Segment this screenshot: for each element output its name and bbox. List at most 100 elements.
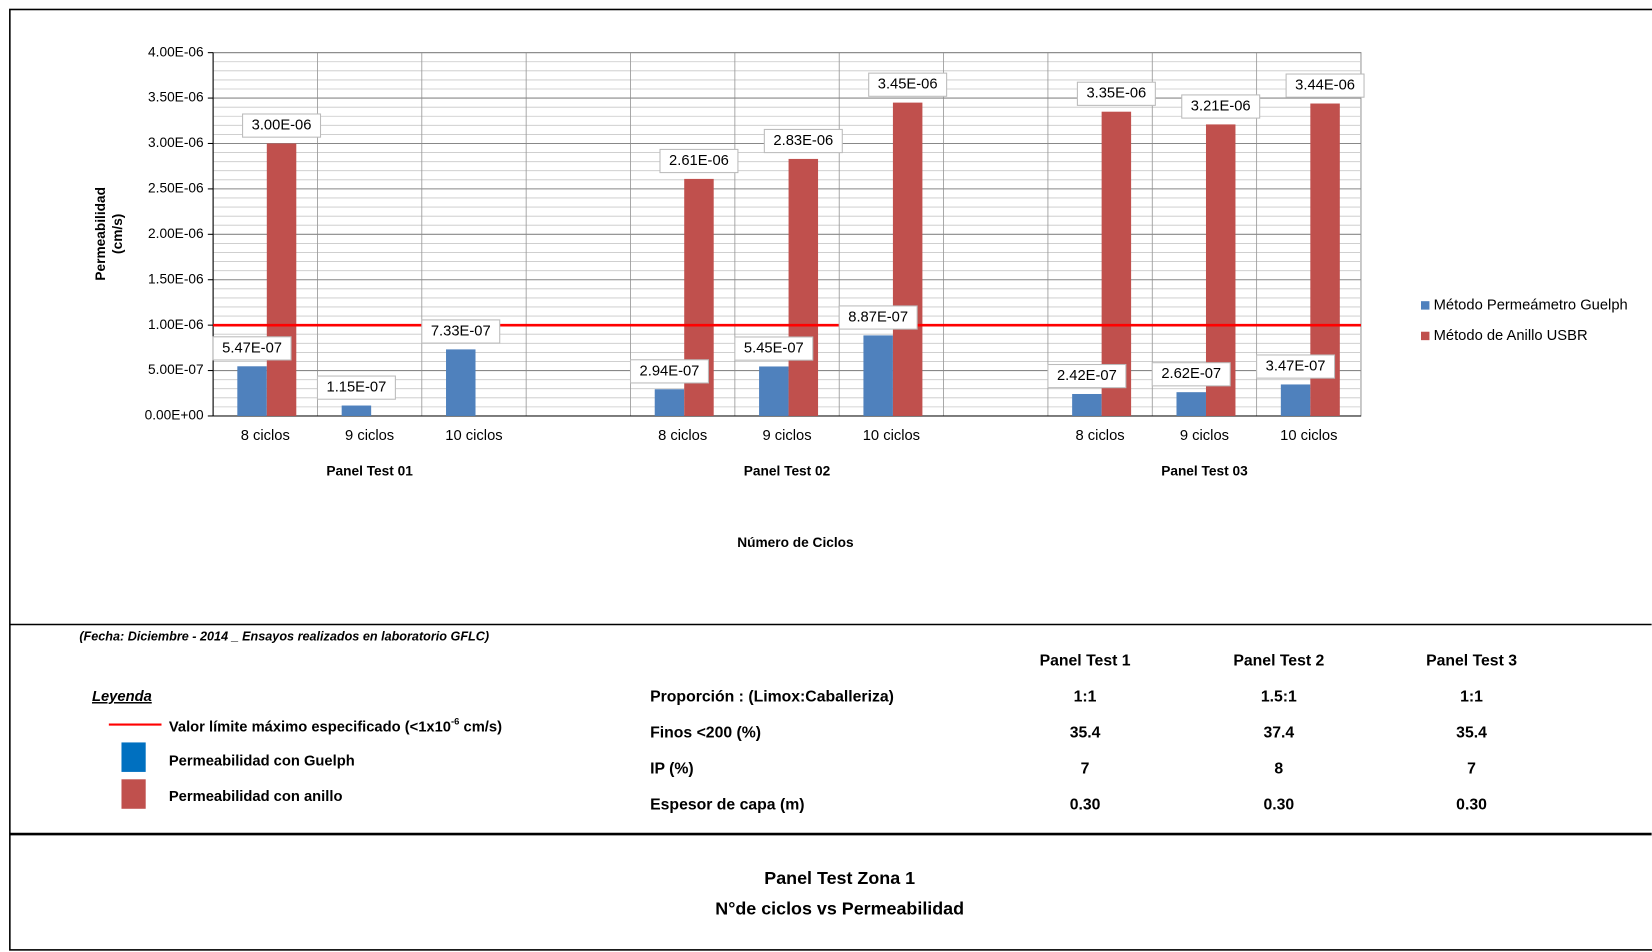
value-label: 2.61E-06	[669, 153, 729, 169]
row-label: Finos <200 (%)	[650, 724, 761, 741]
table-cell: 7	[1081, 761, 1090, 778]
value-label: 3.45E-06	[878, 77, 938, 93]
value-label: 3.35E-06	[1086, 86, 1146, 102]
table-cell: 7	[1467, 761, 1476, 778]
bar	[266, 143, 297, 416]
value-label-box	[1151, 362, 1231, 387]
row-label: Proporción : (Limox:Caballeriza)	[650, 688, 894, 705]
value-label: 3.44E-06	[1295, 78, 1355, 94]
legend-title: Leyenda	[92, 689, 152, 705]
value-label-box	[316, 375, 396, 400]
table-header: Panel Test 3	[1426, 653, 1517, 670]
value-label-box	[1181, 94, 1261, 119]
value-label-box	[838, 305, 918, 330]
table-cell: 0.30	[1456, 797, 1487, 814]
bar	[237, 366, 267, 416]
value-label: 2.94E-07	[640, 363, 700, 379]
value-label: 3.21E-06	[1191, 98, 1251, 114]
row-label: IP (%)	[650, 761, 694, 778]
value-label-box	[1256, 354, 1336, 379]
value-label: 2.83E-06	[773, 133, 833, 149]
table-header: Panel Test 1	[1040, 653, 1131, 670]
x-tick-label: 9 ciclos	[345, 428, 394, 444]
bar	[788, 158, 819, 416]
table-cell: 8	[1274, 761, 1283, 778]
legend-label: Método Permeámetro Guelph	[1434, 297, 1628, 313]
legend-swatch	[1421, 301, 1430, 310]
value-label-box	[629, 359, 709, 384]
bar	[1072, 393, 1102, 416]
value-label-box	[1285, 73, 1365, 98]
bar	[759, 366, 789, 416]
frame	[9, 8, 1652, 951]
legend-label: Método de Anillo USBR	[1434, 328, 1588, 344]
value-label: 3.47E-07	[1266, 358, 1326, 374]
legend-swatch	[1421, 331, 1430, 341]
x-tick-label: 10 ciclos	[1280, 428, 1337, 444]
value-label: 5.47E-07	[222, 340, 282, 356]
legend-guelph-swatch	[121, 742, 146, 772]
value-label-box	[734, 336, 814, 361]
y-tick-label: 2.50E-06	[148, 181, 204, 196]
legend-anillo-swatch	[121, 779, 146, 809]
value-label: 2.42E-07	[1057, 368, 1117, 384]
value-label: 7.33E-07	[431, 323, 491, 339]
legend-limit: Valor límite máximo especificado (<1x10-…	[169, 716, 502, 736]
bar	[1280, 384, 1311, 416]
x-tick-label: 9 ciclos	[1180, 428, 1229, 444]
bar	[892, 102, 923, 416]
table-cell: 35.4	[1456, 724, 1487, 741]
value-label-box	[763, 128, 843, 154]
legend-limit-text: Valor límite máximo especificado (<1x10	[169, 720, 451, 736]
value-label: 8.87E-07	[848, 309, 908, 325]
y-axis-label: Permeabilidad	[93, 187, 108, 281]
group-label: Panel Test 02	[744, 463, 831, 478]
bar	[341, 405, 372, 416]
value-label: 1.15E-07	[327, 380, 387, 396]
x-tick-label: 8 ciclos	[241, 428, 290, 444]
x-tick-label: 8 ciclos	[658, 428, 707, 444]
table-cell: 1.5:1	[1261, 688, 1297, 705]
x-tick-label: 10 ciclos	[445, 428, 502, 444]
y-tick-label: 3.00E-06	[148, 135, 204, 150]
value-label-box	[242, 113, 322, 138]
y-tick-label: 4.00E-06	[148, 44, 204, 59]
value-label-box	[421, 319, 501, 344]
bar	[446, 349, 476, 416]
legend-anillo: Permeabilidad con anillo	[169, 789, 343, 805]
table-cell: 35.4	[1070, 724, 1101, 741]
table: Panel Test 1 Panel Test 2 Panel Test 3 Prop…	[650, 653, 1517, 814]
x-axis-label: Número de Ciclos	[737, 535, 854, 550]
table-cell: 0.30	[1263, 797, 1294, 814]
footer-subtitle: N°de ciclos vs Permeabilidad	[715, 899, 964, 919]
legend-guelph: Permeabilidad con Guelph	[169, 753, 355, 769]
value-label: 2.62E-07	[1161, 366, 1221, 382]
legend-limit-sup: -6	[451, 716, 459, 727]
row-label: Espesor de capa (m)	[650, 797, 804, 814]
y-tick-label: 3.50E-06	[148, 90, 204, 105]
bar	[1176, 392, 1206, 416]
value-label-box	[212, 336, 292, 361]
y-tick-label: 2.00E-06	[148, 226, 204, 241]
legend-limit-tail: cm/s)	[459, 720, 502, 736]
value-label-box	[868, 72, 948, 97]
y-tick-label: 1.00E-06	[148, 317, 204, 332]
table-cell: 37.4	[1263, 724, 1294, 741]
table-cell: 1:1	[1460, 688, 1483, 705]
footer-title: Panel Test Zona 1	[764, 868, 915, 888]
y-tick-label: 1.50E-06	[148, 271, 204, 286]
value-label-box	[1047, 363, 1127, 389]
bar	[654, 389, 685, 416]
group-label: Panel Test 03	[1161, 463, 1248, 478]
table-cell: 1:1	[1074, 688, 1097, 705]
table-header: Panel Test 2	[1233, 653, 1324, 670]
y-axis-label: (cm/s)	[110, 214, 125, 254]
y-tick-label: 0.00E+00	[145, 408, 204, 423]
value-label: 3.00E-06	[252, 117, 312, 133]
x-tick-label: 8 ciclos	[1076, 428, 1125, 444]
value-label-box	[1076, 81, 1156, 106]
table-cell: 0.30	[1070, 797, 1101, 814]
y-tick-label: 5.00E-07	[148, 362, 204, 377]
